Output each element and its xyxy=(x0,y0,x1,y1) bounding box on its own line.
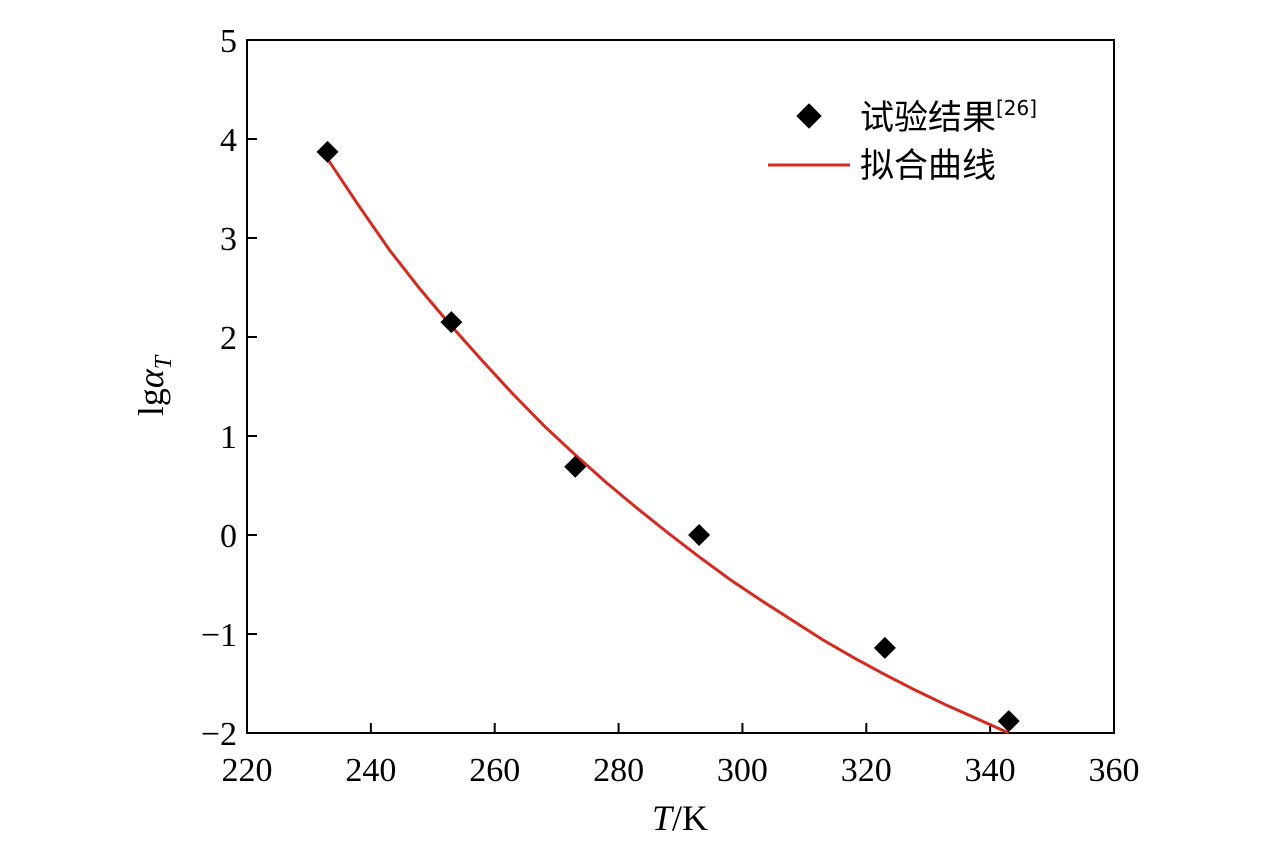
x-tick-label: 360 xyxy=(1089,752,1140,789)
data-points-layer xyxy=(316,140,1020,733)
data-point-diamond xyxy=(997,710,1020,733)
data-point-diamond xyxy=(316,140,339,163)
x-tick-label: 240 xyxy=(345,752,396,789)
fit-curve-line xyxy=(326,157,1010,735)
y-axis-label: lgαT xyxy=(131,354,177,416)
x-axis: 220 240 260 280 300 320 340 360 xyxy=(222,723,1140,789)
x-tick-label: 340 xyxy=(965,752,1016,789)
x-tick-label: 320 xyxy=(841,752,892,789)
y-tick-label: −2 xyxy=(201,716,237,753)
legend-label-experimental-ref: [26] xyxy=(996,96,1037,120)
plot-frame xyxy=(246,39,1115,734)
legend-diamond-marker xyxy=(796,103,822,129)
y-axis-label-prefix: lg xyxy=(131,388,171,416)
y-axis: −2 −1 0 1 2 3 4 5 xyxy=(201,23,257,753)
legend-label-experimental-text: 试验结果 xyxy=(860,98,996,138)
legend-label-experimental: 试验结果[26] xyxy=(860,96,1037,138)
legend-label-fit: 拟合曲线 xyxy=(860,146,996,186)
y-tick-label: 0 xyxy=(220,518,237,555)
x-axis-label-var: T xyxy=(652,798,675,838)
x-tick-label: 280 xyxy=(593,752,644,789)
x-axis-label-unit: /K xyxy=(672,798,708,838)
legend: 试验结果[26] 拟合曲线 xyxy=(768,96,1037,186)
fit-curve-layer xyxy=(326,157,1010,735)
y-tick-label: 3 xyxy=(220,221,237,258)
x-tick-label: 260 xyxy=(469,752,520,789)
legend-entry-fit: 拟合曲线 xyxy=(768,146,996,186)
data-point-diamond xyxy=(564,455,587,478)
y-tick-label: 5 xyxy=(220,23,237,60)
y-tick-label: 4 xyxy=(220,122,237,159)
y-tick-label: 2 xyxy=(220,320,237,357)
legend-entry-experimental: 试验结果[26] xyxy=(796,96,1037,138)
data-point-diamond xyxy=(688,524,711,546)
data-point-diamond xyxy=(440,311,463,334)
x-tick-label: 300 xyxy=(717,752,768,789)
data-point-diamond xyxy=(873,636,896,659)
y-tick-label: 1 xyxy=(220,419,237,456)
x-tick-label: 220 xyxy=(222,752,273,789)
y-axis-label-var: α xyxy=(131,368,171,388)
y-axis-label-sub: T xyxy=(151,354,177,369)
x-axis-label: T/K xyxy=(652,798,708,838)
y-tick-label: −1 xyxy=(201,617,237,654)
